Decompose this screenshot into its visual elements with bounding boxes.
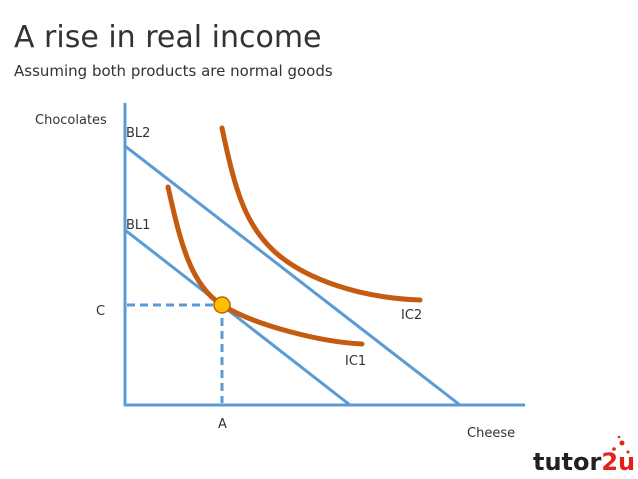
indifference-curve-1 bbox=[165, 184, 365, 347]
budget-line-label: BL1 bbox=[126, 218, 150, 233]
budget-line-label: BL2 bbox=[126, 126, 150, 141]
point-label: C bbox=[96, 304, 105, 319]
curve-label: IC1 bbox=[345, 354, 366, 369]
curve-label: IC2 bbox=[401, 308, 422, 323]
budget-line-2 bbox=[124, 144, 461, 407]
logo-accent: 2u bbox=[601, 448, 635, 476]
equilibrium-point bbox=[213, 296, 231, 314]
logo-icon bbox=[612, 435, 630, 454]
subtitle: Assuming both products are normal goods bbox=[14, 62, 333, 80]
title: A rise in real income bbox=[14, 20, 322, 55]
indifference-curve-2 bbox=[219, 125, 423, 303]
point-label: A bbox=[218, 417, 227, 432]
x-axis-label: Cheese bbox=[467, 426, 515, 441]
curves bbox=[165, 125, 423, 347]
axes bbox=[123, 103, 525, 407]
logo-text: tutor bbox=[533, 448, 602, 476]
y-axis-label: Chocolates bbox=[35, 113, 107, 128]
logo: tutor2u bbox=[533, 448, 635, 476]
budget-line-1 bbox=[124, 228, 351, 407]
